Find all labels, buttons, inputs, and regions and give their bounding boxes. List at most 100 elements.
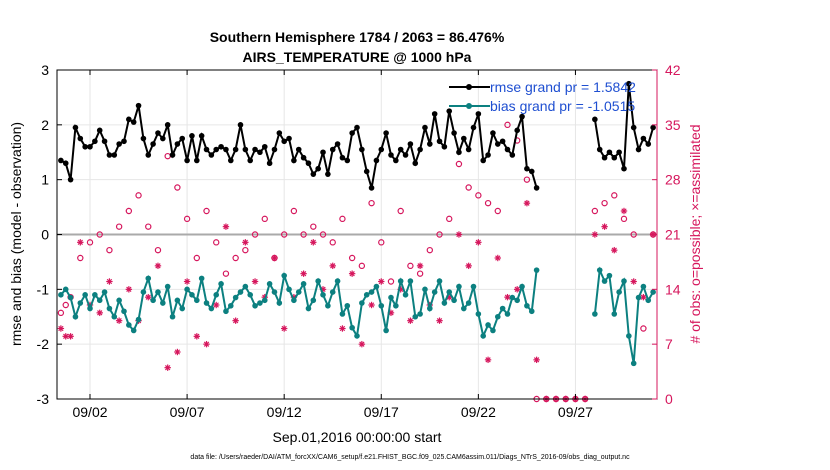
bias-data-point bbox=[126, 322, 132, 328]
asterisk-stroke bbox=[203, 341, 210, 347]
asterisk-stroke bbox=[514, 286, 520, 292]
asterisk-stroke bbox=[145, 294, 151, 300]
rmse-data-point bbox=[407, 141, 414, 147]
bias-data-point bbox=[431, 289, 438, 295]
rmse-data-point bbox=[436, 138, 443, 145]
obs-possible-point bbox=[310, 223, 317, 230]
rmse-data-point bbox=[126, 116, 132, 123]
bias-data-point bbox=[82, 292, 88, 298]
obs-possible-point bbox=[494, 207, 501, 215]
bias-data-point bbox=[295, 289, 302, 295]
asterisk-stroke bbox=[368, 302, 375, 308]
asterisk-stroke bbox=[97, 310, 103, 316]
obs-possible-point bbox=[640, 325, 647, 332]
bias-data-point bbox=[261, 297, 268, 304]
obs-assimilated-point bbox=[475, 239, 482, 246]
bias-data-point bbox=[92, 292, 98, 298]
right-axis-label: # of obs: o=possible; ×=assimilated bbox=[687, 124, 703, 343]
legend-rmse-marker bbox=[466, 84, 472, 90]
bias-data-point bbox=[456, 283, 462, 290]
rmse-data-point bbox=[431, 111, 438, 117]
rmse-data-point bbox=[606, 149, 613, 156]
asterisk-stroke bbox=[378, 278, 384, 285]
asterisk-stroke bbox=[407, 318, 414, 324]
bias-data-point bbox=[626, 333, 632, 339]
rmse-data-point bbox=[334, 141, 341, 147]
rmse-data-point bbox=[232, 146, 239, 153]
rmse-data-point bbox=[427, 141, 433, 147]
rmse-data-point bbox=[62, 160, 69, 167]
asterisk-stroke bbox=[194, 333, 200, 339]
rmse-data-point bbox=[223, 146, 229, 153]
obs-possible-point bbox=[630, 231, 637, 238]
bias-data-point bbox=[475, 311, 482, 317]
obs-possible-point bbox=[213, 239, 220, 246]
obs-possible-point bbox=[601, 199, 608, 207]
obs-possible-point bbox=[261, 215, 268, 223]
rmse-data-point bbox=[266, 160, 273, 167]
asterisk-stroke bbox=[601, 224, 608, 230]
rmse-data-point bbox=[58, 157, 64, 164]
asterisk-stroke bbox=[504, 294, 511, 300]
obs-assimilated-point bbox=[203, 340, 210, 348]
obs-possible-point bbox=[222, 270, 230, 277]
rmse-data-point bbox=[286, 135, 292, 142]
x-tick-label: 09/27 bbox=[558, 404, 593, 420]
asterisk-stroke bbox=[58, 325, 64, 332]
obs-possible-point bbox=[620, 215, 628, 223]
bias-data-point bbox=[601, 278, 608, 284]
obs-assimilated-point bbox=[339, 325, 346, 332]
obs-possible-point bbox=[319, 231, 327, 238]
bias-data-point bbox=[465, 300, 472, 306]
obs-assimilated-point bbox=[436, 317, 443, 324]
bias-data-point bbox=[227, 302, 234, 309]
rmse-data-point bbox=[281, 138, 287, 145]
rmse-data-point bbox=[305, 160, 312, 167]
obs-possible-point bbox=[174, 184, 181, 191]
asterisk-stroke bbox=[621, 208, 627, 214]
bias-data-point bbox=[490, 327, 496, 334]
rmse-data-point bbox=[592, 116, 598, 123]
asterisk-stroke bbox=[252, 278, 258, 285]
asterisk-stroke bbox=[300, 271, 307, 277]
chart-title-line-1: Southern Hemisphere 1784 / 2063 = 86.476… bbox=[210, 29, 505, 45]
rmse-data-point bbox=[261, 143, 268, 150]
asterisk-stroke bbox=[436, 318, 443, 324]
asterisk-stroke bbox=[330, 263, 336, 269]
bias-data-point bbox=[451, 297, 457, 304]
rmse-data-point bbox=[242, 146, 249, 153]
bias-data-point bbox=[417, 311, 423, 317]
asterisk-stroke bbox=[533, 357, 540, 363]
y-left-tick-label: 0 bbox=[41, 227, 49, 243]
rmse-data-point bbox=[218, 143, 224, 150]
rmse-data-point bbox=[257, 149, 263, 156]
bias-data-point bbox=[354, 333, 360, 339]
obs-assimilated-point bbox=[174, 348, 181, 356]
obs-possible-point bbox=[426, 246, 434, 254]
obs-possible-point bbox=[611, 192, 618, 199]
rmse-data-point bbox=[72, 124, 79, 131]
bias-data-point bbox=[169, 313, 176, 320]
bias-data-point bbox=[184, 286, 190, 293]
y-left-tick-label: -3 bbox=[37, 391, 50, 407]
rmse-data-point bbox=[135, 102, 142, 109]
obs-assimilated-point bbox=[368, 301, 375, 309]
bias-data-point bbox=[218, 281, 224, 287]
rmse-data-point bbox=[203, 146, 210, 153]
rmse-data-point bbox=[363, 168, 370, 175]
bias-data-point bbox=[344, 302, 351, 309]
obs-possible-point bbox=[504, 121, 511, 129]
rmse-data-point bbox=[116, 141, 122, 147]
asterisk-stroke bbox=[339, 325, 346, 332]
rmse-data-point bbox=[621, 165, 627, 172]
bias-data-point bbox=[494, 313, 501, 320]
asterisk-stroke bbox=[465, 263, 472, 269]
rmse-data-point bbox=[291, 157, 297, 164]
bias-data-point bbox=[359, 300, 365, 306]
rmse-data-point bbox=[388, 152, 394, 158]
rmse-data-point bbox=[160, 135, 166, 142]
x-axis-ticks: 09/02 09/07 09/12 09/17 09/22 09/27 bbox=[72, 70, 593, 420]
rmse-data-point bbox=[213, 146, 220, 153]
rmse-data-point bbox=[417, 146, 423, 153]
obs-assimilated-point bbox=[533, 356, 540, 364]
